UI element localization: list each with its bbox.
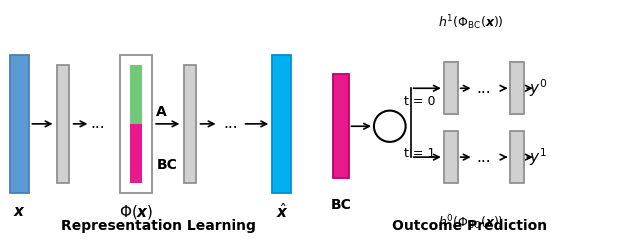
Bar bbox=[444, 131, 458, 183]
Text: t = 0: t = 0 bbox=[404, 95, 436, 108]
Text: Representation Learning: Representation Learning bbox=[61, 219, 255, 233]
Text: A: A bbox=[156, 105, 167, 119]
Text: ...: ... bbox=[476, 150, 491, 165]
Text: ...: ... bbox=[224, 116, 239, 131]
Bar bbox=[130, 124, 142, 183]
Text: ...: ... bbox=[476, 81, 491, 96]
Text: BC: BC bbox=[330, 198, 351, 212]
Text: $y^1$: $y^1$ bbox=[529, 146, 547, 168]
Text: Outcome Prediction: Outcome Prediction bbox=[392, 219, 547, 233]
Bar bbox=[184, 64, 196, 183]
Bar bbox=[273, 55, 291, 193]
Bar bbox=[333, 74, 349, 179]
Text: $\hat{\boldsymbol{x}}$: $\hat{\boldsymbol{x}}$ bbox=[275, 202, 289, 221]
Bar bbox=[120, 55, 152, 193]
Bar bbox=[510, 131, 524, 183]
Text: ...: ... bbox=[91, 116, 105, 131]
Text: t = 1: t = 1 bbox=[404, 147, 436, 160]
Text: BC: BC bbox=[156, 158, 177, 173]
Bar bbox=[510, 62, 524, 114]
Ellipse shape bbox=[374, 111, 406, 142]
Bar bbox=[10, 55, 29, 193]
Text: $h^0(\Phi_{\mathrm{BC}}(\boldsymbol{x}))$: $h^0(\Phi_{\mathrm{BC}}(\boldsymbol{x}))… bbox=[438, 213, 504, 232]
Text: $h^1(\Phi_{\mathrm{BC}}(\boldsymbol{x}))$: $h^1(\Phi_{\mathrm{BC}}(\boldsymbol{x}))… bbox=[438, 14, 504, 32]
Bar bbox=[57, 64, 69, 183]
Text: $\Phi(\boldsymbol{x})$: $\Phi(\boldsymbol{x})$ bbox=[119, 203, 153, 221]
Text: $y^0$: $y^0$ bbox=[529, 78, 548, 99]
Text: $\boldsymbol{x}$: $\boldsymbol{x}$ bbox=[13, 204, 26, 219]
Bar bbox=[130, 64, 142, 124]
Bar bbox=[444, 62, 458, 114]
